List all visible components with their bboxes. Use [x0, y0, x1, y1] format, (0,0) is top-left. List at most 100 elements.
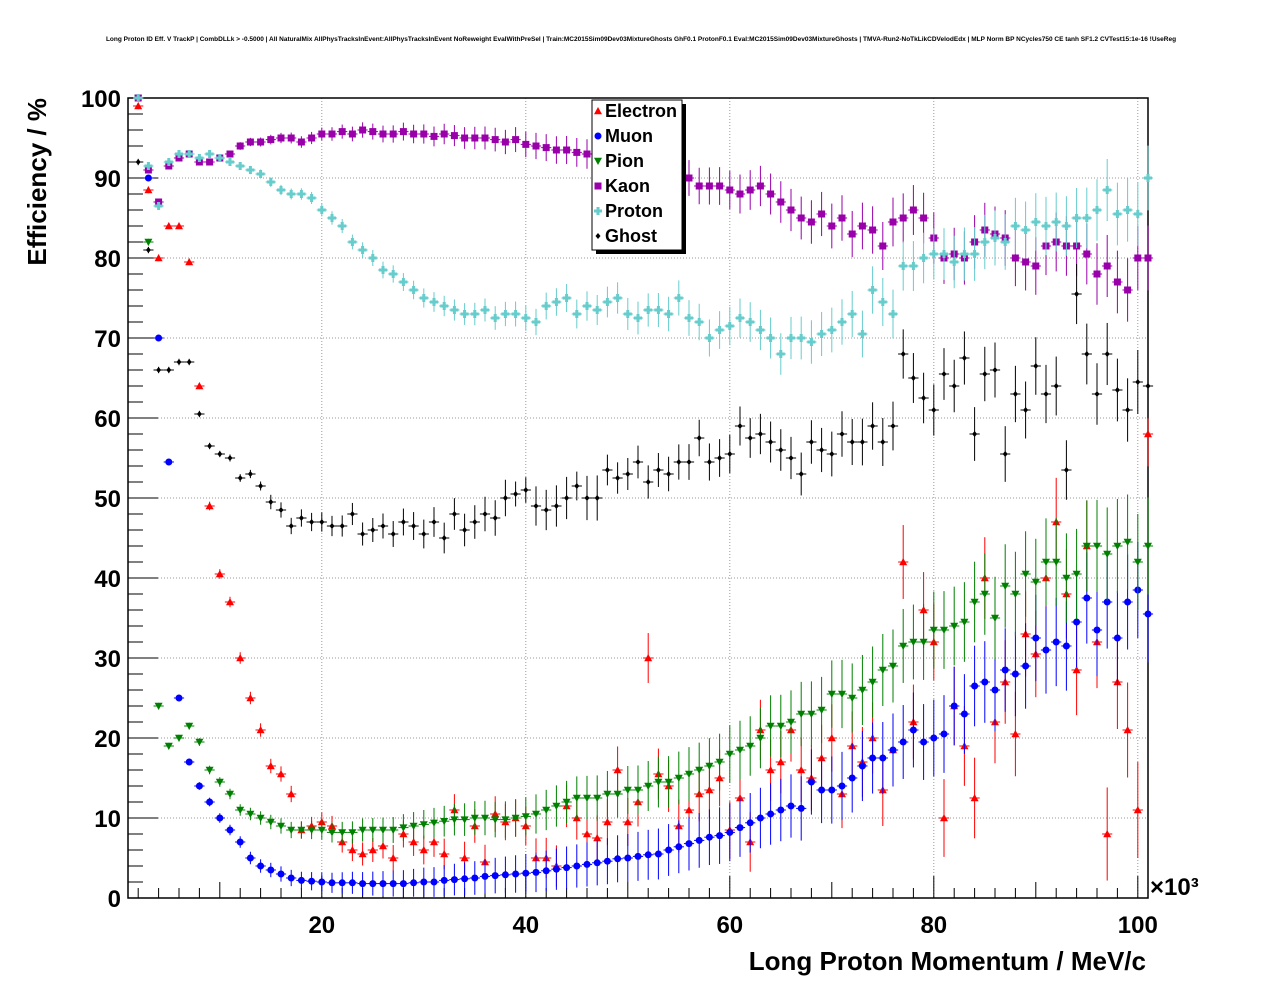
- point-ghost: [686, 459, 692, 465]
- point-electron: [766, 766, 775, 774]
- point-kaon: [267, 136, 275, 144]
- point-muon: [603, 857, 611, 865]
- y-tick-label: 0: [108, 886, 121, 913]
- point-proton: [583, 302, 591, 310]
- point-proton: [705, 334, 714, 342]
- point-ghost: [1043, 391, 1049, 397]
- point-kaon: [573, 148, 581, 156]
- point-muon: [338, 879, 346, 887]
- y-tick-label: 20: [94, 726, 121, 753]
- point-proton: [991, 234, 999, 242]
- point-pion: [1031, 578, 1040, 586]
- point-kaon: [787, 206, 795, 214]
- data-marks: [133, 94, 1154, 898]
- point-muon: [777, 806, 785, 814]
- point-electron: [685, 806, 693, 814]
- point-muon: [369, 880, 377, 888]
- point-kaon: [777, 198, 785, 206]
- point-pion: [919, 638, 928, 646]
- point-proton: [491, 314, 500, 322]
- point-proton: [725, 322, 734, 330]
- point-muon: [1113, 634, 1121, 642]
- point-ghost: [941, 371, 947, 377]
- point-ghost: [604, 467, 610, 473]
- point-kaon: [532, 142, 540, 150]
- point-proton: [909, 262, 918, 270]
- point-pion: [746, 742, 755, 750]
- series-proton: [133, 94, 1154, 375]
- point-kaon: [328, 130, 336, 138]
- point-ghost: [207, 443, 213, 449]
- point-kaon: [583, 150, 591, 158]
- point-ghost: [564, 495, 570, 501]
- point-pion: [266, 818, 275, 826]
- point-muon: [175, 694, 183, 702]
- point-ghost: [931, 407, 937, 413]
- point-pion: [613, 790, 622, 798]
- series-pion: [133, 94, 1154, 844]
- point-muon: [1032, 634, 1040, 642]
- point-electron: [389, 854, 398, 862]
- point-ghost: [574, 483, 580, 489]
- point-ghost: [431, 519, 437, 525]
- point-muon: [532, 868, 540, 876]
- point-electron: [593, 834, 602, 842]
- point-proton: [878, 298, 887, 306]
- point-kaon: [879, 242, 887, 250]
- point-proton: [317, 206, 326, 214]
- point-kaon: [1134, 254, 1142, 262]
- point-proton: [827, 326, 836, 334]
- point-muon: [501, 871, 509, 879]
- point-ghost: [523, 487, 529, 493]
- point-muon: [1011, 670, 1019, 678]
- point-proton: [1144, 174, 1152, 182]
- point-ghost: [972, 431, 978, 437]
- point-pion: [593, 794, 602, 802]
- point-proton: [756, 326, 765, 334]
- point-pion: [787, 718, 795, 726]
- point-muon: [756, 814, 764, 822]
- point-pion: [1133, 558, 1142, 566]
- point-electron: [266, 762, 275, 770]
- point-proton: [460, 310, 469, 318]
- point-proton: [572, 310, 581, 318]
- point-proton: [450, 306, 459, 314]
- point-proton: [154, 202, 163, 210]
- point-ghost: [655, 467, 661, 473]
- point-pion: [705, 762, 714, 770]
- point-proton: [195, 154, 204, 162]
- point-electron: [623, 818, 632, 826]
- point-electron: [287, 790, 296, 798]
- point-pion: [878, 666, 887, 674]
- point-electron: [195, 382, 204, 390]
- point-kaon: [716, 182, 724, 190]
- point-ghost: [543, 507, 549, 513]
- point-proton: [164, 158, 173, 166]
- point-pion: [215, 778, 224, 786]
- point-pion: [623, 786, 632, 794]
- legend-shadow-bottom: [596, 250, 686, 254]
- point-electron: [613, 766, 622, 774]
- point-ghost: [1084, 351, 1090, 357]
- point-muon: [430, 878, 438, 886]
- point-pion: [277, 822, 285, 830]
- point-proton: [501, 310, 510, 318]
- point-electron: [776, 758, 785, 766]
- point-electron: [368, 846, 377, 854]
- point-ghost: [462, 527, 468, 533]
- point-ghost: [982, 371, 988, 377]
- point-muon: [206, 798, 214, 806]
- point-kaon: [461, 134, 469, 142]
- point-pion: [695, 766, 704, 774]
- point-pion: [501, 816, 510, 824]
- point-kaon: [297, 138, 305, 146]
- point-muon: [1124, 598, 1132, 606]
- point-pion: [511, 814, 520, 822]
- point-ghost: [360, 531, 366, 537]
- point-pion: [634, 786, 642, 794]
- point-ghost: [666, 471, 672, 477]
- point-pion: [562, 798, 571, 806]
- point-kaon: [1083, 250, 1091, 258]
- point-pion: [552, 802, 561, 810]
- point-kaon: [563, 146, 571, 154]
